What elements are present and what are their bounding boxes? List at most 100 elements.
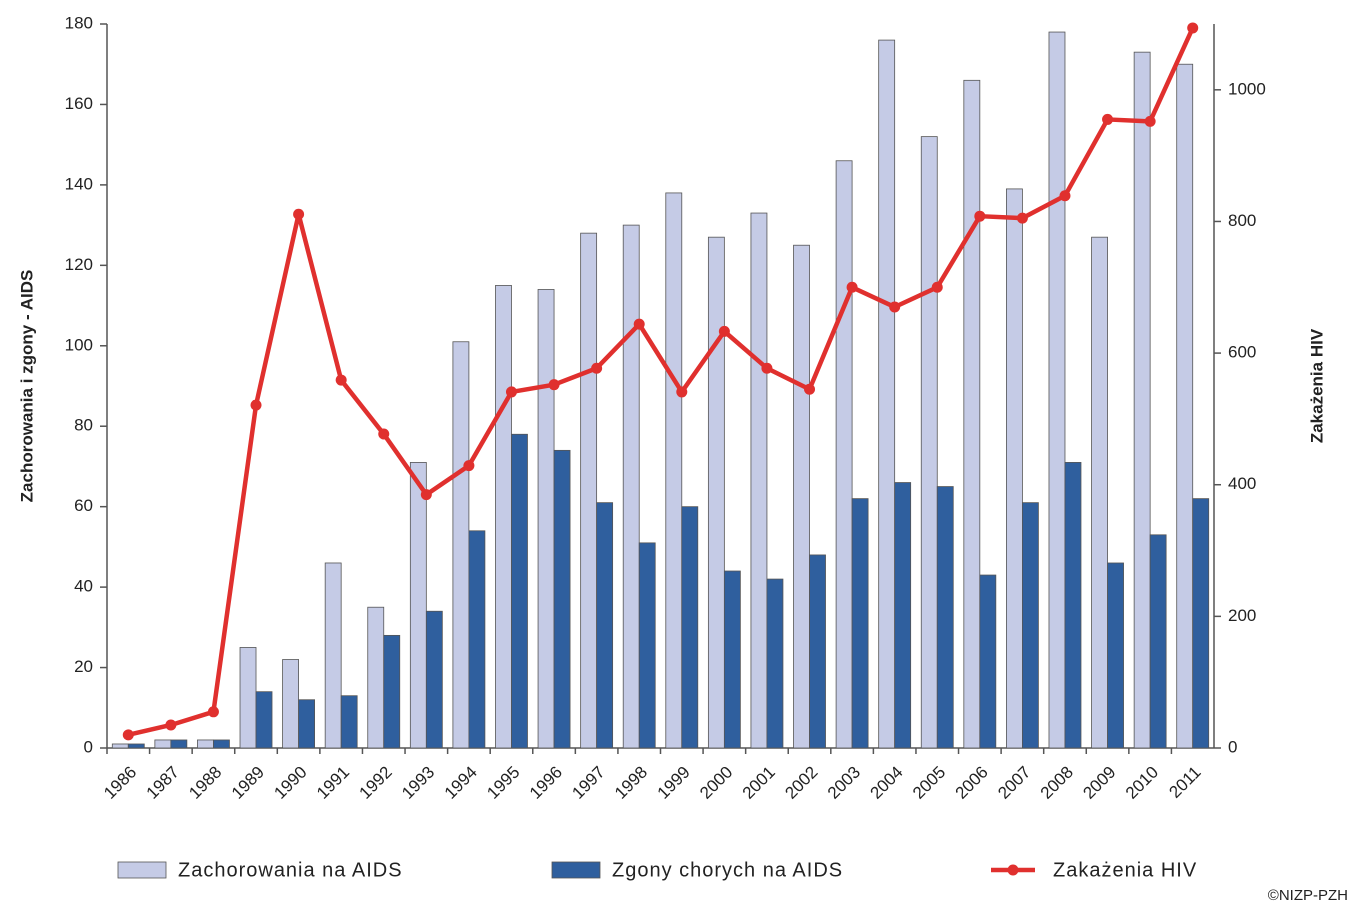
x-tick-label: 1991: [313, 763, 353, 803]
x-tick-label: 2000: [696, 763, 736, 803]
bar: [750, 212, 768, 749]
line-marker: [718, 325, 730, 337]
line-marker: [378, 428, 390, 440]
x-tick-label: 2003: [824, 763, 864, 803]
x-tick-label: 1988: [185, 763, 225, 803]
x-tick-label: 2004: [866, 763, 906, 803]
y-tick-label: 0: [84, 737, 93, 756]
legend-swatch: [1007, 864, 1019, 876]
bar: [936, 486, 954, 749]
x-tick-label: 2005: [909, 763, 949, 803]
bar: [511, 433, 528, 749]
y2-tick-label: 1000: [1228, 79, 1266, 98]
bar: [878, 39, 896, 749]
y-tick-label: 40: [74, 577, 93, 596]
bar: [1064, 462, 1082, 749]
y-tick-label: 140: [65, 174, 93, 193]
x-tick-label: 1987: [143, 763, 183, 803]
y-tick-label: 120: [65, 255, 93, 274]
line-marker: [633, 318, 645, 330]
bar: [282, 659, 299, 749]
x-tick-label: 1995: [483, 763, 523, 803]
x-tick-label: 2001: [739, 763, 779, 803]
bar: [383, 634, 401, 749]
x-tick-label: 1986: [100, 763, 140, 803]
legend-label: Zachorowania na AIDS: [178, 859, 403, 881]
x-tick-label: 2006: [952, 763, 992, 803]
bar: [1091, 236, 1108, 749]
x-tick-label: 1996: [526, 763, 566, 803]
bar: [920, 136, 938, 749]
credit: ©NIZP-PZH: [1268, 887, 1348, 904]
bar: [793, 244, 810, 749]
line-marker: [974, 210, 986, 222]
bar: [425, 610, 443, 749]
bar: [963, 79, 981, 749]
line-marker: [207, 706, 219, 718]
bar: [707, 236, 725, 749]
y-tick-label: 100: [65, 335, 93, 354]
x-tick-label: 1990: [270, 763, 310, 803]
x-tick-label: 2011: [1165, 763, 1204, 802]
line-marker: [889, 301, 901, 313]
bar: [1176, 63, 1194, 749]
line-marker: [1187, 22, 1199, 34]
legend-label: Zgony chorych na AIDS: [612, 859, 843, 881]
y2-tick-label: 0: [1228, 737, 1237, 756]
line-marker: [1102, 113, 1114, 125]
x-tick-label: 1989: [228, 763, 268, 803]
line-marker: [761, 362, 773, 374]
line-marker: [591, 362, 603, 374]
bar: [835, 160, 853, 749]
line-marker: [676, 386, 688, 398]
y-tick-label: 60: [74, 496, 93, 515]
y2-tick-label: 200: [1228, 606, 1256, 625]
bar: [1149, 534, 1167, 749]
bar: [127, 743, 145, 749]
bar: [452, 341, 470, 749]
bar: [154, 739, 172, 749]
x-tick-label: 1999: [654, 763, 694, 803]
line-marker: [122, 729, 134, 741]
bar: [553, 449, 571, 749]
bar: [665, 192, 683, 749]
bar: [681, 506, 699, 749]
line-marker: [505, 386, 517, 398]
bar: [111, 743, 129, 749]
line-marker: [293, 208, 305, 220]
bar: [1022, 502, 1039, 749]
line-marker: [1144, 115, 1156, 127]
x-tick-label: 2010: [1122, 763, 1162, 803]
y2-axis-label: Zakażenia HIV: [1307, 328, 1326, 443]
bar: [340, 695, 358, 749]
bar: [468, 530, 486, 749]
bar: [766, 578, 784, 749]
bar: [580, 232, 598, 749]
bar: [495, 285, 512, 749]
bar: [809, 554, 826, 749]
line-marker: [548, 379, 560, 391]
x-tick-label: 1994: [441, 763, 481, 803]
x-tick-label: 2009: [1079, 763, 1119, 803]
bar: [1133, 51, 1151, 749]
bar: [596, 502, 614, 749]
line-marker: [1059, 190, 1071, 202]
bar: [1107, 562, 1124, 749]
bar: [894, 482, 912, 749]
line-marker: [931, 281, 943, 293]
legend-swatch: [551, 861, 601, 879]
bar: [1048, 31, 1066, 749]
bar: [723, 570, 741, 749]
y2-tick-label: 800: [1228, 211, 1256, 230]
bar: [409, 462, 427, 749]
legend-swatch: [117, 861, 167, 879]
bar: [638, 542, 656, 749]
y2-tick-label: 400: [1228, 474, 1256, 493]
bar: [298, 699, 315, 749]
bar: [197, 739, 214, 749]
y-tick-label: 80: [74, 416, 93, 435]
x-tick-label: 2008: [1037, 763, 1077, 803]
bar: [622, 224, 640, 749]
line-marker: [420, 489, 432, 501]
